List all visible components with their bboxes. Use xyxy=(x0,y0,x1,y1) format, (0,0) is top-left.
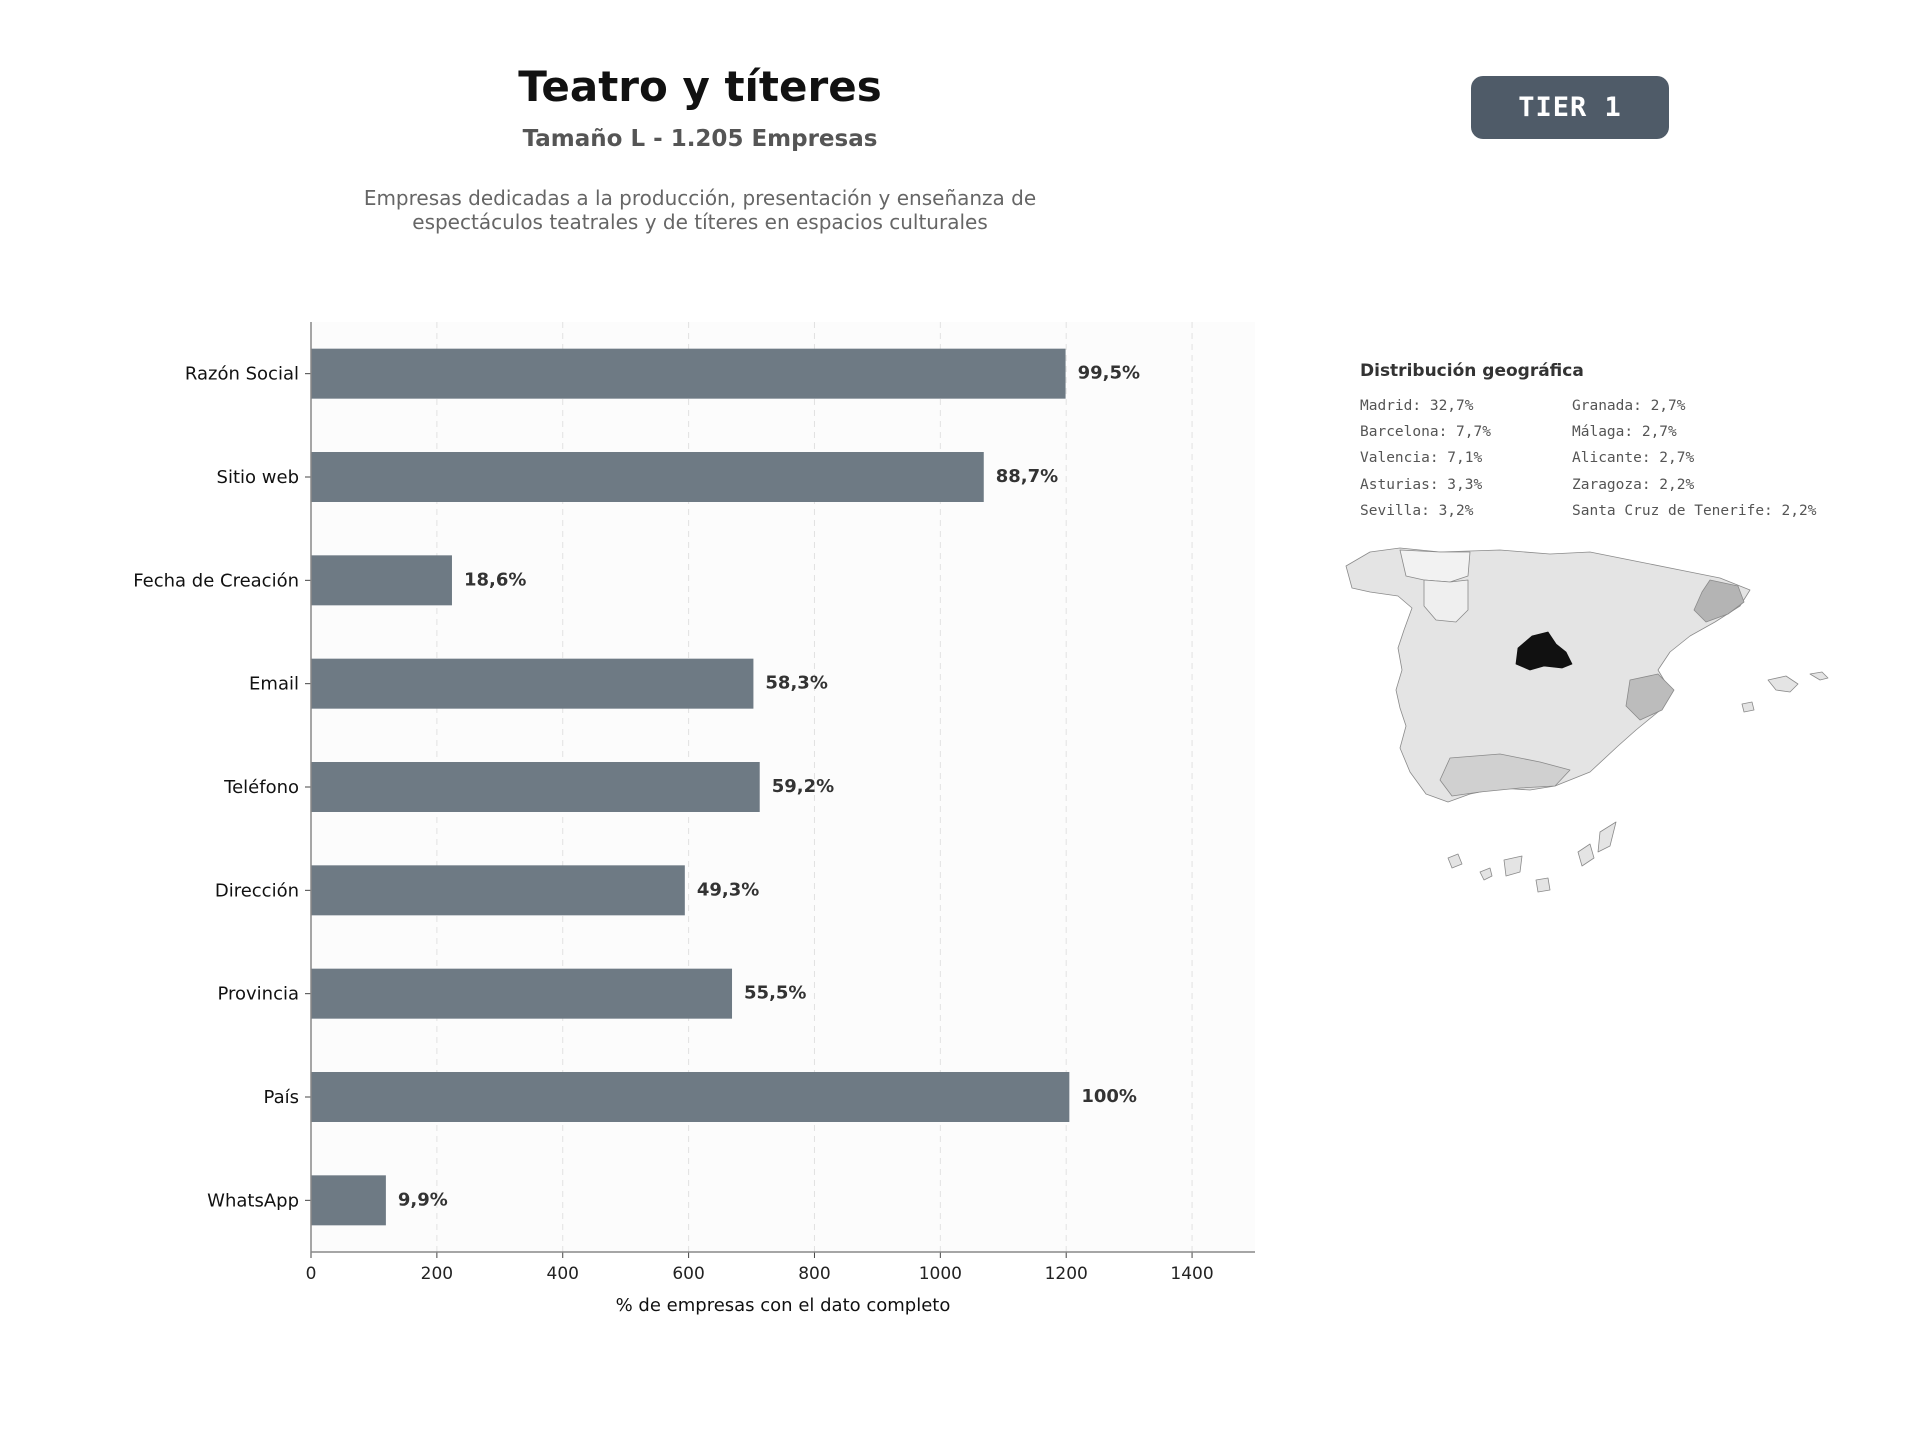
map-region-asturias xyxy=(1399,549,1471,583)
category-label: País xyxy=(264,1087,299,1108)
chart-subtitle: Tamaño L - 1.205 Empresas xyxy=(522,126,878,152)
tier-badge: TIER 1 xyxy=(1471,76,1669,139)
bar xyxy=(311,968,733,1019)
x-axis-label: % de empresas con el dato completo xyxy=(616,1295,951,1316)
map-region-south xyxy=(1439,753,1571,797)
geo-item: Zaragoza: 2,2% xyxy=(1572,477,1695,493)
map-region-barcelona xyxy=(1693,579,1745,623)
bar xyxy=(311,555,452,606)
map-region-madrid xyxy=(1515,631,1573,671)
geo-item: Barcelona: 7,7% xyxy=(1360,424,1491,440)
description-line-1: Empresas dedicadas a la producción, pres… xyxy=(363,186,1037,210)
geo-item: Asturias: 3,3% xyxy=(1360,477,1483,493)
geo-title: Distribución geográfica xyxy=(1360,361,1584,381)
category-label: Provincia xyxy=(217,984,299,1005)
map-region-canarias xyxy=(1447,821,1617,893)
x-tick-label: 800 xyxy=(798,1264,830,1284)
category-label: Razón Social xyxy=(185,364,299,385)
chart-title: Teatro y títeres xyxy=(518,62,882,111)
x-tick-label: 1400 xyxy=(1170,1264,1213,1284)
x-tick-label: 1200 xyxy=(1045,1264,1088,1284)
geo-item: Granada: 2,7% xyxy=(1572,398,1686,414)
geo-item: Málaga: 2,7% xyxy=(1572,424,1677,440)
category-label: Dirección xyxy=(215,880,299,901)
chart-description: Empresas dedicadas a la producción, pres… xyxy=(200,186,1200,234)
data-label: 99,5% xyxy=(1078,363,1140,384)
category-label: Fecha de Creación xyxy=(133,570,299,591)
data-label: 59,2% xyxy=(772,776,834,797)
data-label: 100% xyxy=(1081,1086,1137,1107)
bar xyxy=(311,1175,386,1226)
map-region-valencia xyxy=(1625,673,1675,721)
geo-item: Alicante: 2,7% xyxy=(1572,450,1695,466)
category-label: Email xyxy=(249,674,299,695)
x-tick-label: 1000 xyxy=(919,1264,962,1284)
description-line-2: espectáculos teatrales y de títeres en e… xyxy=(412,210,988,234)
geo-item: Sevilla: 3,2% xyxy=(1360,503,1474,519)
map-region-galicia-border xyxy=(1423,579,1469,623)
bar xyxy=(311,658,754,709)
spain-map xyxy=(1345,547,1829,893)
x-tick-label: 200 xyxy=(421,1264,453,1284)
data-label: 49,3% xyxy=(697,879,759,900)
bar-chart: 0 200 400 600 800 1000 1200 1400 Razón Social 99,… xyxy=(133,322,1255,1316)
data-label: 58,3% xyxy=(765,673,827,694)
bar xyxy=(311,1072,1070,1122)
geo-item: Valencia: 7,1% xyxy=(1360,450,1483,466)
geo-item: Madrid: 32,7% xyxy=(1360,398,1474,414)
bar xyxy=(311,865,685,916)
x-tick-label: 0 xyxy=(306,1264,317,1284)
bar xyxy=(311,762,760,812)
data-label: 9,9% xyxy=(398,1189,448,1210)
map-region-baleares xyxy=(1741,671,1829,713)
bar xyxy=(311,452,984,502)
x-tick-label: 400 xyxy=(547,1264,579,1284)
bar xyxy=(311,348,1066,399)
x-tick-label: 600 xyxy=(672,1264,704,1284)
category-label: Sitio web xyxy=(217,467,299,488)
category-label: Teléfono xyxy=(223,777,299,798)
data-label: 88,7% xyxy=(996,466,1058,487)
category-label: WhatsApp xyxy=(207,1190,299,1211)
geo-item: Santa Cruz de Tenerife: 2,2% xyxy=(1572,503,1817,519)
data-label: 55,5% xyxy=(744,983,806,1004)
data-label: 18,6% xyxy=(464,569,526,590)
